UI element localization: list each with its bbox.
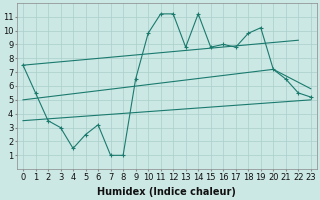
X-axis label: Humidex (Indice chaleur): Humidex (Indice chaleur) [98, 187, 236, 197]
